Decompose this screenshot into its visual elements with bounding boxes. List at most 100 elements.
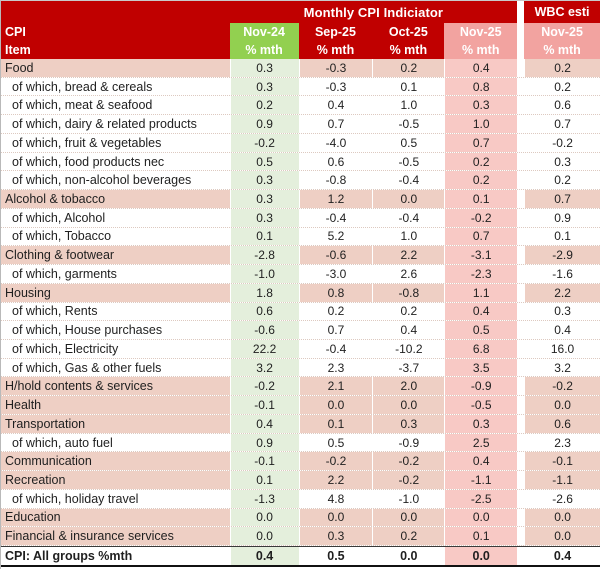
column-gap: [517, 489, 525, 508]
cell-wbc-nov25: 0.2: [524, 59, 600, 77]
column-gap: [517, 115, 525, 133]
cell-oct25: 2.0: [372, 377, 445, 396]
column-gap: [517, 471, 525, 489]
cell-nov25: 0.4: [444, 452, 518, 471]
row-item-label: of which, fruit & vegetables: [1, 133, 230, 152]
cell-nov25: -2.5: [444, 489, 518, 508]
table-row: of which, auto fuel 0.9 0.5 -0.9 2.5 2.3: [1, 433, 600, 453]
row-item-label: of which, House purchases: [1, 321, 230, 340]
cell-sep25: -0.4: [298, 340, 373, 358]
cell-oct25: -0.2: [372, 452, 445, 471]
cell-oct25: -10.2: [372, 340, 445, 358]
row-item-label: Education: [1, 508, 230, 527]
column-gap: [517, 283, 525, 302]
column-gap: [517, 77, 525, 96]
cell-nov25: 0.2: [444, 152, 518, 171]
cell-sep25: 0.8: [298, 283, 373, 302]
cell-nov24: -0.2: [229, 133, 299, 152]
cell-nov25: 1.1: [444, 283, 518, 302]
cell-wbc-nov25: 16.0: [524, 340, 600, 358]
cell-wbc-nov25: 0.0: [524, 508, 600, 527]
table-row: of which, non-alcohol beverages 0.3 -0.8 -0…: [1, 171, 600, 191]
cell-nov24: -0.6: [229, 321, 299, 340]
cell-sep25: 5.2: [298, 227, 373, 246]
table-header-columns: CPI Item Nov-24 % mth Sep-25 % mth Oct-2…: [1, 23, 600, 59]
cell-nov24: -2.8: [229, 246, 299, 265]
cell-sep25: 0.7: [298, 115, 373, 133]
cell-wbc-nov25: 0.6: [524, 96, 600, 115]
cell-wbc-nov25: -2.9: [524, 246, 600, 265]
table-row: of which, Electricity 22.2 -0.4 -10.2 6.8 16.…: [1, 340, 600, 359]
column-gap: [517, 265, 525, 283]
cell-nov25: 0.3: [444, 96, 518, 115]
cell-sep25: 0.3: [298, 527, 373, 546]
column-gap: [517, 452, 525, 471]
cell-oct25: -0.8: [372, 283, 445, 302]
cell-nov24: 0.3: [229, 208, 299, 227]
table-row: of which, House purchases -0.6 0.7 0.4 0.5 0.…: [1, 321, 600, 341]
cell-wbc-nov25: -1.6: [524, 265, 600, 283]
cell-nov24: -0.2: [229, 377, 299, 396]
table-row: Transportation 0.4 0.1 0.3 0.3 0.6: [1, 414, 600, 434]
cell-sep25: -0.2: [298, 452, 373, 471]
cell-wbc-nov25: -0.1: [524, 452, 600, 471]
cell-nov24: 0.4: [229, 414, 299, 433]
column-gap: [517, 358, 525, 377]
cell-wbc-nov25: 2.2: [524, 283, 600, 302]
column-sublabel: % mth: [543, 43, 581, 57]
cell-nov25: -0.9: [444, 377, 518, 396]
cell-sep25: -0.6: [298, 246, 373, 265]
cell-nov25: 0.7: [444, 227, 518, 246]
cell-sep25: 1.2: [298, 190, 373, 208]
column-gap: [517, 59, 525, 77]
row-item-label: Alcohol & tobacco: [1, 190, 230, 208]
cell-nov24: 0.9: [229, 115, 299, 133]
cell-nov24: -0.1: [229, 396, 299, 414]
column-gap: [517, 152, 525, 171]
column-header-oct25: Oct-25 % mth: [372, 23, 445, 59]
cell-nov24: 0.1: [229, 471, 299, 489]
table-row: of which, Alcohol 0.3 -0.4 -0.4 -0.2 0.9: [1, 208, 600, 228]
cell-oct25: -1.0: [372, 489, 445, 508]
cell-oct25: 1.0: [372, 227, 445, 246]
cell-nov25: -2.3: [444, 265, 518, 283]
column-gap: [517, 321, 525, 340]
row-item-label: of which, Electricity: [1, 340, 230, 358]
table-row: H/hold contents & services -0.2 2.1 2.0 -0.9…: [1, 377, 600, 397]
cell-sep25: 0.5: [298, 433, 373, 452]
column-gap: [517, 133, 525, 152]
table-row: Communication -0.1 -0.2 -0.2 0.4 -0.1: [1, 452, 600, 472]
row-item-label: of which, Tobacco: [1, 227, 230, 246]
cell-sep25: 0.7: [298, 321, 373, 340]
table-row: Alcohol & tobacco 0.3 1.2 0.0 0.1 0.7: [1, 190, 600, 209]
column-gap: [517, 527, 525, 546]
cell-nov24: 22.2: [229, 340, 299, 358]
row-item-label: Housing: [1, 283, 230, 302]
table-row: of which, fruit & vegetables -0.2 -4.0 0.5 0…: [1, 133, 600, 153]
cell-nov24: 0.3: [229, 190, 299, 208]
header-spacer: [1, 1, 230, 23]
column-label: Nov-25: [459, 25, 502, 39]
table-row: of which, dairy & related products 0.9 0.7…: [1, 115, 600, 134]
table-row: of which, Rents 0.6 0.2 0.2 0.4 0.3: [1, 302, 600, 322]
cell-nov25: 0.4: [444, 302, 518, 321]
column-header-sep25: Sep-25 % mth: [298, 23, 373, 59]
table-row: of which, food products nec 0.5 0.6 -0.5 0.2…: [1, 152, 600, 172]
corner-header: CPI Item: [1, 23, 230, 59]
table-row: Clothing & footwear -2.8 -0.6 2.2 -3.1 -2.9: [1, 246, 600, 266]
table-row: of which, Tobacco 0.1 5.2 1.0 0.7 0.1: [1, 227, 600, 247]
cell-oct25: -0.4: [372, 171, 445, 190]
cell-nov24: 1.8: [229, 283, 299, 302]
cell-sep25: 2.3: [298, 358, 373, 377]
column-label: Nov-24: [243, 25, 285, 39]
cell-sep25: -0.3: [298, 77, 373, 96]
cell-nov25: -3.1: [444, 246, 518, 265]
row-item-label: of which, garments: [1, 265, 230, 283]
cell-oct25: 0.0: [372, 547, 444, 565]
cell-nov25: 0.5: [444, 321, 518, 340]
cell-nov24: 0.3: [229, 77, 299, 96]
cell-nov24: 0.1: [229, 227, 299, 246]
cell-oct25: 0.1: [372, 77, 445, 96]
row-item-label: of which, auto fuel: [1, 433, 230, 452]
